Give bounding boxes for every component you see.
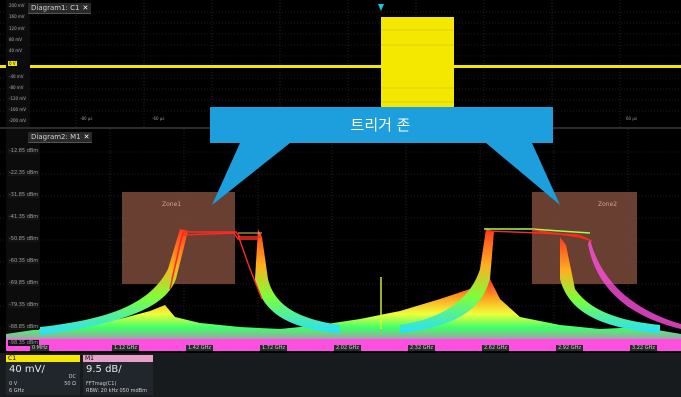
spectrum-noise-floor: [6, 279, 681, 349]
signal1-right-skirt: [255, 229, 340, 333]
level-label: -98.35 dBm: [8, 340, 40, 346]
level-label: -60.35 dBm: [8, 258, 40, 264]
channel-m1-panel[interactable]: M1 9.5 dB/ FFTmag(C1) RBW: 20 kHz 050 md…: [83, 355, 153, 395]
freq-label: 2.92 GHz: [556, 345, 583, 351]
channel-c1-impedance: 50 Ω: [64, 381, 76, 387]
spectrum-plot: [0, 129, 681, 353]
scale-label: -80 mV: [8, 85, 25, 90]
level-label: -79.35 dBm: [8, 302, 40, 308]
level-label: -22.35 dBm: [8, 170, 40, 176]
freq-label: 2.62 GHz: [482, 345, 509, 351]
channel-m1-source: FFTmag(C1): [86, 381, 117, 387]
close-icon[interactable]: ✕: [82, 4, 89, 12]
scale-label: 80 mV: [8, 37, 23, 42]
channel-c1-panel[interactable]: C1 40 mV/ DC 0 V 50 Ω 6 GHz: [6, 355, 80, 395]
signal2-peak: [484, 228, 593, 242]
channel-c1-scale: 40 mV/: [9, 364, 45, 375]
freq-label: 0 MHz: [30, 345, 50, 351]
freq-label: 2.02 GHz: [334, 345, 361, 351]
scale-label: 0 V: [8, 61, 17, 66]
signal2-right-skirt: [560, 237, 660, 333]
scale-label: -40 mV: [8, 74, 25, 79]
level-label: -69.85 dBm: [8, 280, 40, 286]
time-label: -80 µs: [80, 116, 93, 121]
diagram2-tab[interactable]: Diagram2: M1 ✕: [28, 132, 93, 143]
level-label: -50.85 dBm: [8, 236, 40, 242]
channel-c1-bandwidth: 6 GHz: [9, 388, 25, 394]
level-label: -41.35 dBm: [8, 214, 40, 220]
diagram1-grid: [0, 0, 681, 128]
scale-label: -200 mV: [8, 118, 27, 123]
signal2-left-skirt: [400, 229, 494, 333]
diagram1-tab[interactable]: Diagram1: C1 ✕: [28, 3, 92, 14]
diagram2-tab-title: Diagram2: M1: [31, 133, 81, 141]
scale-label: 120 mV: [8, 26, 26, 31]
channel-m1-id: M1: [83, 355, 153, 362]
c1-trace-baseline: [0, 65, 681, 68]
signal1-peak: [169, 231, 263, 300]
callout-text: 트리거 존: [350, 116, 411, 134]
freq-label: 1.42 GHz: [186, 345, 213, 351]
freq-label: 1.72 GHz: [260, 345, 287, 351]
scale-label: -120 mV: [8, 96, 27, 101]
freq-label: 1.12 GHz: [112, 345, 139, 351]
channel-m1-rbw: RBW: 20 kHz 050 mdBm: [86, 388, 147, 394]
scale-label: 40 mV: [8, 48, 23, 53]
channel-m1-scale: 9.5 dB/: [86, 364, 122, 375]
level-label: -88.85 dBm: [8, 324, 40, 330]
time-label: -60 µs: [152, 116, 165, 121]
channel-c1-id: C1: [6, 355, 80, 362]
zone1-label: Zone1: [162, 201, 182, 208]
signal1-left-skirt: [40, 229, 188, 335]
freq-label: 2.32 GHz: [408, 345, 435, 351]
channel-c1-offset: 0 V: [9, 381, 18, 387]
freq-label: 3.22 GHz: [630, 345, 657, 351]
close-icon[interactable]: ✕: [83, 133, 90, 141]
time-label: 60 µs: [626, 116, 637, 121]
scale-label: 160 mV: [8, 14, 26, 19]
trigger-position-marker[interactable]: [378, 4, 384, 11]
zone2-label: Zone2: [598, 201, 618, 208]
diagram1-tab-title: Diagram1: C1: [31, 4, 80, 12]
level-label: -12.85 dBm: [8, 148, 40, 154]
level-label: -31.85 dBm: [8, 192, 40, 198]
scale-label: 200 mV: [8, 3, 26, 8]
channel-c1-coupling: DC: [68, 374, 76, 380]
diagram1-panel[interactable]: Diagram1: C1 ✕ 200 mV 160 mV 120 mV 80 mV…: [0, 0, 681, 128]
diagram2-panel[interactable]: Diagram2: M1 ✕ -12.85 dBm -22.35 dBm -31.…: [0, 129, 681, 353]
scale-label: -160 mV: [8, 107, 27, 112]
